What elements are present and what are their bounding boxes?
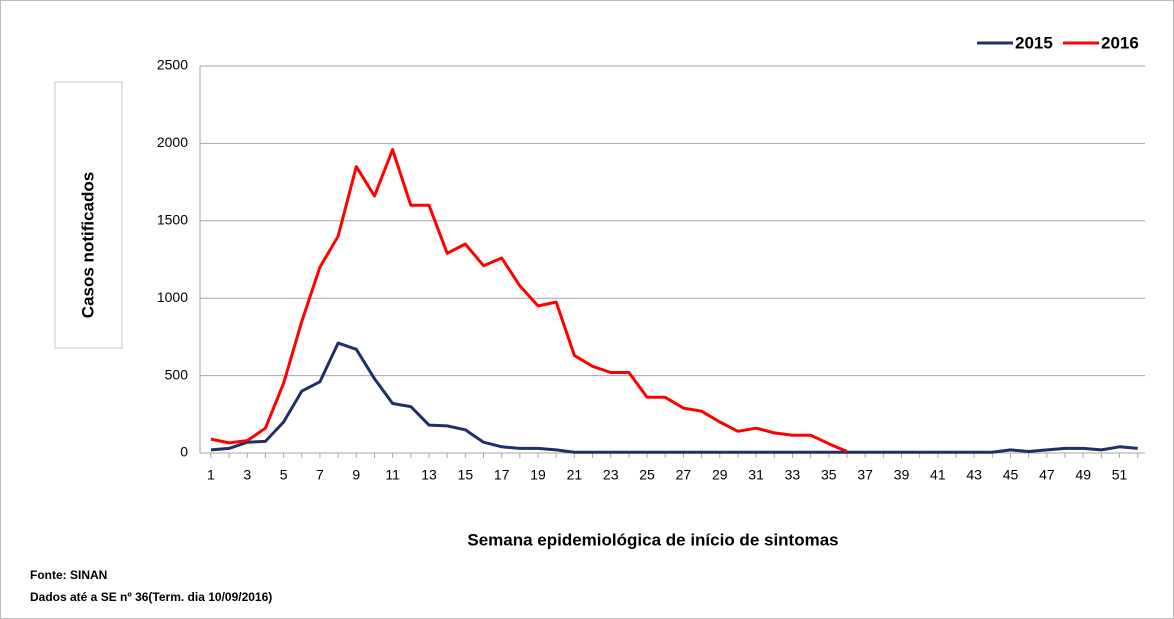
x-tick-label: 27 — [676, 467, 692, 483]
x-axis-label: Semana epidemiológica de início de sinto… — [467, 530, 838, 549]
y-tick-label: 2500 — [157, 57, 188, 73]
x-tick-label: 31 — [748, 467, 764, 483]
x-tick-label: 39 — [894, 467, 910, 483]
x-tick-label: 5 — [280, 467, 288, 483]
x-tick-label: 17 — [494, 467, 510, 483]
y-tick-label: 1000 — [157, 289, 188, 305]
y-axis-label: Casos notificados — [78, 172, 97, 318]
x-tick-label: 23 — [603, 467, 619, 483]
legend-label: 2015 — [1015, 33, 1053, 52]
x-tick-label: 11 — [385, 467, 400, 483]
y-tick-label: 500 — [165, 366, 189, 382]
x-tick-label: 51 — [1112, 467, 1128, 483]
x-tick-label: 49 — [1075, 467, 1091, 483]
y-tick-label: 0 — [180, 444, 188, 460]
note: Dados até a SE nº 36(Term. dia 10/09/201… — [30, 590, 272, 604]
x-tick-label: 43 — [966, 467, 982, 483]
y-tick-label: 1500 — [157, 212, 188, 228]
series-line — [210, 148, 848, 453]
y-tick-label: 2000 — [157, 134, 188, 150]
x-tick-label: 25 — [639, 467, 655, 483]
x-tick-label: 19 — [530, 467, 546, 483]
x-tick-label: 47 — [1039, 467, 1055, 483]
x-tick-label: 37 — [857, 467, 873, 483]
x-tick-label: 45 — [1003, 467, 1019, 483]
x-tick-label: 15 — [458, 467, 474, 483]
x-tick-label: 29 — [712, 467, 728, 483]
x-tick-label: 35 — [821, 467, 837, 483]
series-line — [210, 341, 1138, 454]
legend-label: 2016 — [1101, 33, 1139, 52]
x-tick-label: 9 — [352, 467, 360, 483]
x-tick-label: 41 — [930, 467, 946, 483]
x-tick-label: 13 — [421, 467, 437, 483]
x-tick-label: 1 — [207, 467, 215, 483]
x-tick-label: 7 — [316, 467, 324, 483]
y-label-box — [54, 81, 123, 349]
x-tick-label: 33 — [785, 467, 801, 483]
x-tick-label: 21 — [567, 467, 583, 483]
x-tick-label: 3 — [243, 467, 251, 483]
source: Fonte: SINAN — [30, 568, 107, 582]
